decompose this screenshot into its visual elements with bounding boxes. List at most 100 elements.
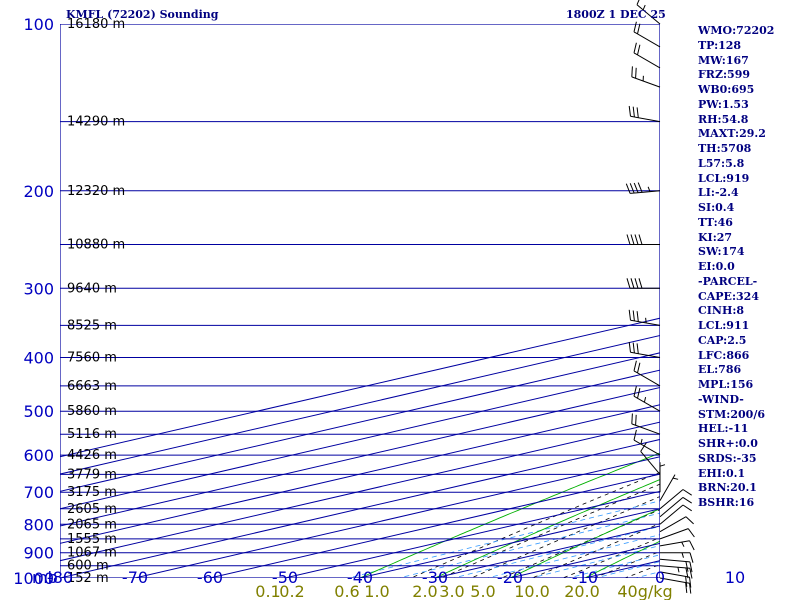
- wind-barb-staff: [659, 571, 690, 578]
- moist-adiabat-line: [440, 483, 660, 578]
- wind-barb-staff: [630, 115, 661, 123]
- mixing-ratio-line: [397, 512, 660, 578]
- height-label: 3779 m: [67, 467, 117, 482]
- wind-barb-half-feather: [681, 552, 684, 558]
- valid-time: 1800Z 1 DEC 25: [566, 8, 666, 21]
- wind-barb-feather: [633, 21, 637, 33]
- stat-item: WB0:695: [698, 83, 755, 96]
- wind-barb-half-feather: [645, 317, 647, 324]
- mixing-ratio-label: 40g/kg: [617, 582, 672, 600]
- wind-barb-feather: [625, 183, 631, 194]
- height-label: 600 m: [67, 559, 109, 574]
- moist-adiabat-line: [410, 472, 660, 578]
- height-label: 1555 m: [67, 532, 117, 547]
- pressure-tick-label: 900: [23, 544, 54, 563]
- isotherm-line: [60, 386, 660, 527]
- wind-barb-feather: [636, 343, 639, 354]
- stat-item: STM:200/6: [698, 407, 765, 421]
- wind-barb-feather: [636, 107, 639, 118]
- temperature-tick-label: -80: [47, 568, 73, 587]
- wind-barb-staff: [659, 565, 690, 569]
- wind-barb-feather: [636, 0, 640, 5]
- height-label: 8525 m: [67, 318, 117, 333]
- height-label: 16180 m: [67, 17, 125, 32]
- wind-barb-staff: [633, 370, 661, 387]
- stat-item: EHI:0.1: [698, 466, 746, 480]
- wind-barb-feather: [685, 582, 688, 593]
- mixing-ratio-label: 0.6: [334, 582, 359, 600]
- isotherms-grid: [60, 317, 660, 578]
- wind-barb-feather: [689, 568, 693, 579]
- wind-barb-feather: [628, 309, 631, 321]
- height-label: 1067 m: [67, 546, 117, 561]
- wind-barb-feather: [637, 362, 641, 374]
- pressure-tick-label: 100: [23, 15, 54, 34]
- wind-barb-feather: [628, 341, 631, 353]
- isotherm-line: [60, 369, 660, 510]
- wind-barb-staff: [659, 577, 690, 584]
- stat-item: SHR+:0.0: [698, 437, 758, 450]
- stat-item: BSHR:16: [698, 496, 755, 509]
- stat-item: MAXT:29.2: [698, 127, 766, 141]
- isotherm-line: [134, 456, 660, 578]
- wind-barb-staff: [659, 504, 684, 525]
- height-label: 5860 m: [67, 404, 117, 419]
- wind-barb-feather: [638, 278, 643, 289]
- mixing-ratio-line: [346, 500, 660, 578]
- isotherm-line: [209, 473, 660, 578]
- stat-item: EL:786: [698, 363, 742, 377]
- stat-item: CAP:2.5: [698, 333, 747, 347]
- stat-item: MPL:156: [698, 378, 754, 391]
- wind-barb-feather: [634, 234, 639, 245]
- wind-barb-feather: [637, 387, 641, 399]
- wind-barb-staff: [659, 540, 690, 547]
- wind-barb-feather: [682, 504, 692, 512]
- height-label: 7560 m: [67, 351, 117, 366]
- wind-barb-feather: [633, 182, 639, 193]
- wind-barb-staff: [630, 190, 661, 194]
- chart-title: KMFL (72202) Sounding: [66, 8, 219, 21]
- mixing-ratio-label: 0.1: [255, 582, 280, 600]
- wind-barb-staff: [636, 4, 661, 25]
- dry-adiabat-line: [583, 540, 660, 578]
- stat-item: TH:5708: [698, 142, 752, 155]
- dry-adiabat-line: [433, 479, 660, 578]
- temperature-tick-label: 10: [725, 568, 745, 587]
- stat-item: PW:1.53: [698, 97, 749, 111]
- wind-barb-half-feather: [640, 438, 643, 445]
- wind-barb-half-feather: [681, 541, 685, 547]
- stat-item: KI:27: [698, 230, 733, 244]
- wind-barb-feather: [633, 429, 637, 441]
- wind-barb-staff: [630, 351, 661, 358]
- wind-barb-half-feather: [677, 567, 680, 573]
- wind-barb-staff: [659, 489, 684, 510]
- height-label: 4426 m: [67, 448, 117, 463]
- height-label: 2605 m: [67, 502, 117, 517]
- pressure-tick-label: 200: [23, 182, 54, 201]
- temperature-tick-label: -60: [197, 568, 223, 587]
- wind-barb-half-feather: [672, 477, 679, 480]
- wind-barb-feather: [637, 44, 641, 56]
- stat-item: SI:0.4: [698, 201, 735, 214]
- wind-barb-half-feather: [659, 464, 666, 467]
- wind-barb-staff: [659, 528, 689, 540]
- stat-item: LCL:919: [698, 171, 750, 185]
- wind-barb-staff: [659, 516, 687, 533]
- wind-barb-feather: [637, 182, 643, 193]
- temperature-tick-label: -70: [122, 568, 148, 587]
- height-label: 5116 m: [67, 427, 117, 442]
- wind-barb-staff: [659, 497, 684, 518]
- wind-barb-feather: [636, 311, 639, 322]
- height-label: 2065 m: [67, 517, 117, 532]
- wind-barb-feather: [629, 183, 635, 194]
- wind-barb-feather: [640, 442, 647, 452]
- isotherm-line: [60, 352, 660, 492]
- wind-barb-feather: [689, 577, 692, 588]
- stat-item: CAPE:324: [698, 289, 759, 303]
- pressure-tick-label: 800: [23, 515, 54, 534]
- stat-item: -WIND-: [698, 392, 744, 406]
- wind-barb-feather: [685, 567, 689, 579]
- wind-barb-staff: [631, 76, 661, 88]
